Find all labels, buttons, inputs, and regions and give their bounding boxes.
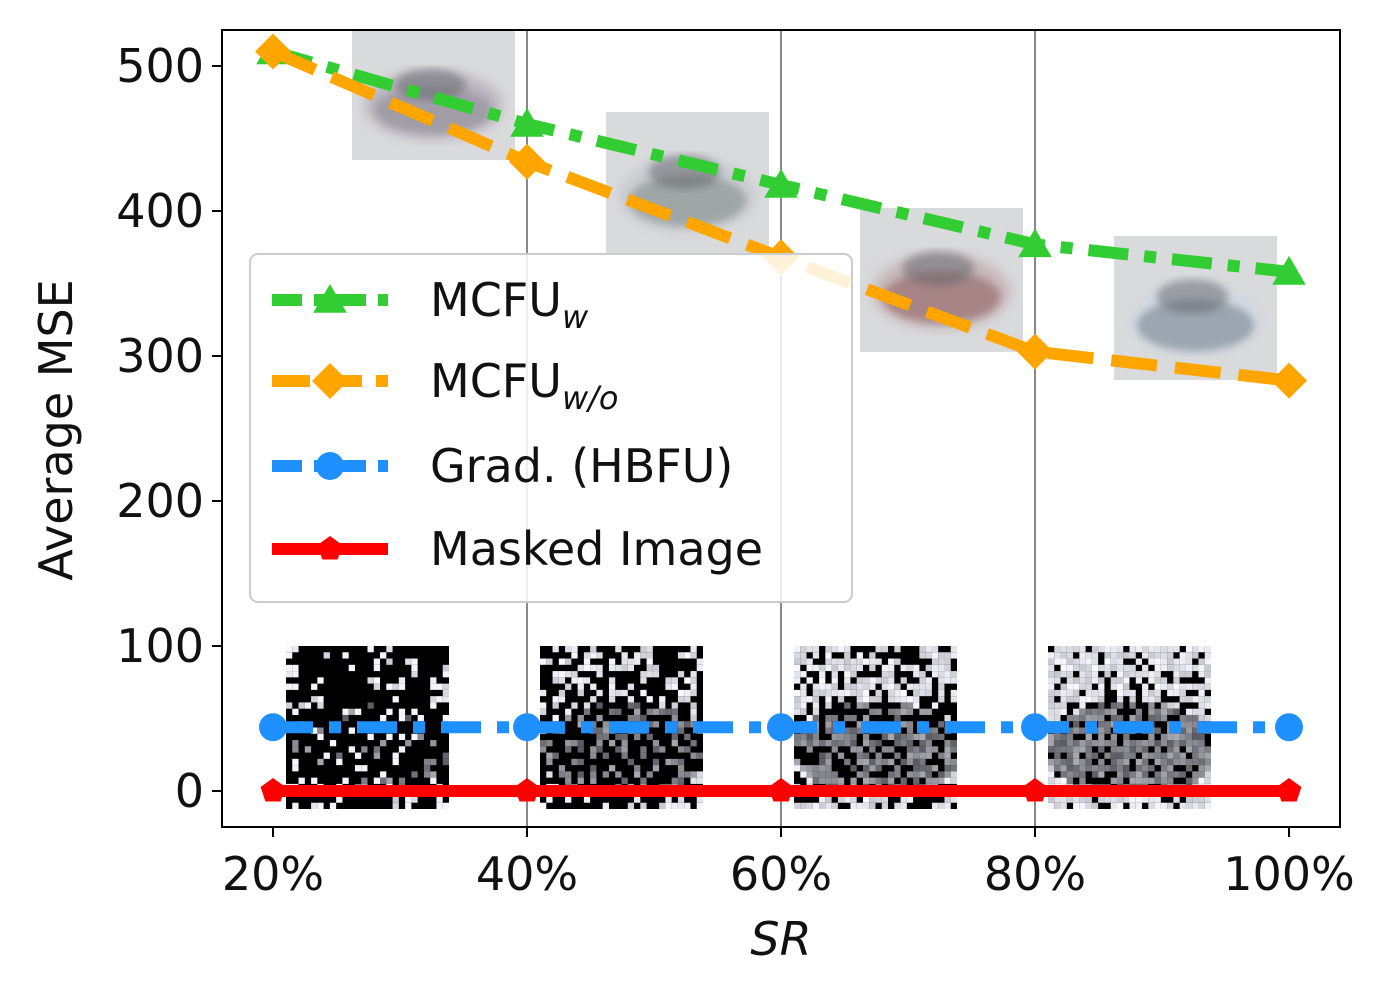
legend-subscript: w/o <box>562 379 619 417</box>
data-point-diamond <box>312 363 348 399</box>
reconstruction-image <box>606 112 769 255</box>
reconstruction-image <box>352 30 515 160</box>
data-point-circle <box>767 713 795 742</box>
y-tick-label: 200 <box>116 474 204 528</box>
data-point-diamond <box>255 33 291 70</box>
legend-label: Masked Image <box>430 522 763 576</box>
data-point-circle <box>1021 713 1049 742</box>
car-shape-blur <box>374 87 493 134</box>
car-window-blur <box>1156 279 1229 314</box>
data-point-pentagon <box>1022 778 1048 802</box>
x-tick-label: 20% <box>222 847 324 901</box>
x-axis-label: SR <box>750 912 811 966</box>
data-point-triangle <box>510 108 544 137</box>
series-group <box>259 713 1303 742</box>
x-axis-ticks: 20% 40% 60% 80% 100% <box>222 827 1355 901</box>
data-point-diamond <box>1017 333 1053 370</box>
data-point-pentagon <box>260 778 286 802</box>
x-tick-label: 80% <box>984 847 1086 901</box>
x-tick-label: 100% <box>1223 847 1355 901</box>
data-point-pentagon <box>768 778 794 802</box>
data-point-triangle <box>764 168 798 198</box>
data-point-circle <box>1275 713 1303 742</box>
data-point-circle <box>513 713 541 742</box>
legend-box <box>249 253 853 603</box>
data-point-triangle <box>1272 255 1306 285</box>
reconstruction-images <box>352 30 1277 380</box>
legend-subscript: w <box>562 298 589 336</box>
y-tick-label: 300 <box>116 329 204 383</box>
data-point-triangle <box>1018 228 1052 258</box>
x-tick-label: 60% <box>730 847 832 901</box>
legend-entry: Grad. (HBFU) <box>272 439 733 493</box>
data-point-diamond <box>509 143 545 180</box>
y-tick-label: 100 <box>116 619 204 673</box>
data-point-circle <box>259 713 287 742</box>
legend-entry: Masked Image <box>272 522 763 576</box>
y-tick-label: 400 <box>116 184 204 238</box>
y-axis-label: Average MSE <box>29 279 83 580</box>
y-tick-label: 0 <box>175 764 204 818</box>
car-shape-blur <box>882 271 1001 324</box>
series-group <box>260 778 1302 802</box>
car-shape-blur <box>1136 299 1255 352</box>
x-tick-label: 40% <box>476 847 578 901</box>
data-point-diamond <box>1271 362 1307 399</box>
y-axis-ticks: 0 100 200 300 400 500 <box>116 39 222 818</box>
y-tick-label: 500 <box>116 39 204 93</box>
car-window-blur <box>902 251 975 286</box>
legend-label: Grad. (HBFU) <box>430 439 733 493</box>
data-point-triangle <box>313 284 347 313</box>
car-window-blur <box>394 69 467 101</box>
data-point-pentagon <box>514 778 540 802</box>
data-point-pentagon <box>1276 778 1302 802</box>
reconstruction-image <box>860 208 1023 352</box>
data-point-circle <box>316 452 344 480</box>
data-point-pentagon <box>317 536 343 560</box>
